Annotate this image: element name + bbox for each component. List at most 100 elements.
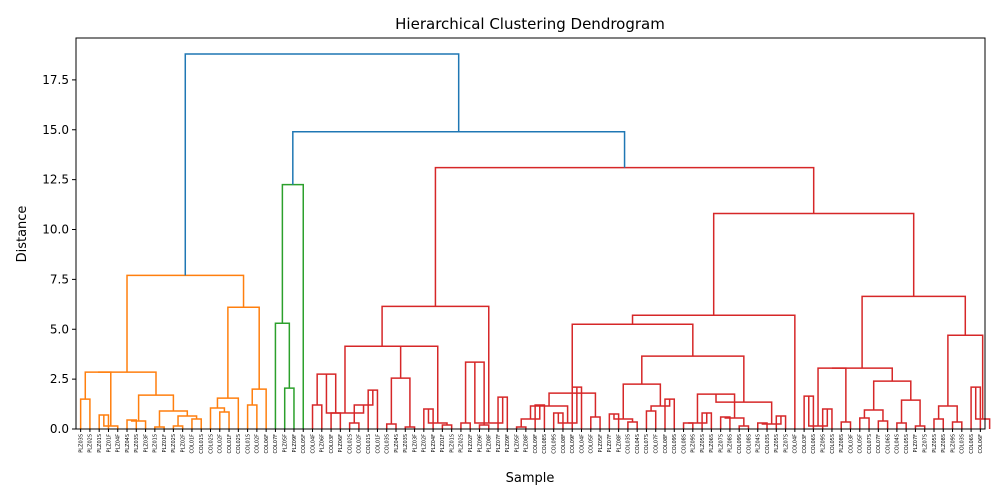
- dendrogram-link: [292, 131, 626, 185]
- dendrogram-link: [715, 394, 773, 425]
- leaf-label: PLZ09S: [950, 434, 956, 453]
- leaf-labels: PLZ03S PLZ02S PLZ01S PLZ01F PLZ04F PLZ04S PLZ0…: [78, 429, 984, 454]
- dendrogram-link: [761, 416, 782, 425]
- leaf-label: PLZ07S: [783, 434, 789, 453]
- leaf-label: PLZ05F: [598, 434, 604, 453]
- dendrogram-link: [947, 334, 984, 420]
- leaf-label: COL06F: [978, 434, 984, 454]
- dendrogram-link: [859, 417, 870, 429]
- dendrogram-link: [79, 398, 91, 429]
- leaf-label: PLZ02S: [459, 434, 465, 453]
- leaf-label: COL09S: [672, 434, 678, 454]
- leaf-label: COL07F: [654, 434, 660, 454]
- leaf-label: PLZ01S: [153, 434, 159, 453]
- dendrogram-link: [281, 183, 304, 429]
- dendrogram-link: [216, 397, 240, 429]
- leaf-label: COL07S: [867, 434, 873, 454]
- dendrogram-link: [460, 422, 471, 429]
- dendrogram-link: [719, 416, 731, 429]
- leaf-label: COL08S: [746, 434, 752, 454]
- leaf-label: COL08F: [663, 434, 669, 454]
- dendrogram-link: [682, 422, 694, 429]
- leaf-label: PLZ07F: [913, 434, 919, 453]
- leaf-label: COL07F: [273, 434, 279, 454]
- dendrogram-link: [316, 373, 337, 414]
- dendrogram-link: [803, 395, 815, 429]
- leaf-label: COL02S: [236, 434, 242, 454]
- dendrogram-link: [177, 415, 198, 427]
- dendrogram-link: [974, 387, 991, 429]
- dendrogram-link: [896, 422, 907, 429]
- leaf-label: COL07S: [644, 434, 650, 454]
- y-axis-label: Distance: [15, 206, 30, 263]
- leaf-label: PLZ01S: [97, 434, 103, 453]
- dendrogram-link: [325, 374, 365, 414]
- dendrogram-link: [627, 421, 638, 429]
- leaf-label: PLZ09F: [505, 434, 511, 453]
- leaf-label: COL09F: [533, 434, 539, 454]
- leaf-label: PLZ01F: [162, 434, 168, 453]
- leaf-label: COL06S: [885, 434, 891, 454]
- dendrogram-link: [246, 404, 258, 429]
- leaf-label: COL05F: [858, 434, 864, 454]
- dendrogram-link: [937, 405, 958, 423]
- dendrogram-link: [311, 404, 323, 429]
- dendrogram-link: [608, 413, 620, 429]
- leaf-label: PLZ05S: [932, 434, 938, 453]
- dendrogram-link: [84, 371, 112, 427]
- dendrogram-link: [738, 425, 750, 429]
- leaf-label: COL05S: [904, 434, 910, 454]
- leaf-label: COL04F: [793, 434, 799, 454]
- dendrogram-link: [529, 405, 569, 424]
- dendrogram-link: [98, 371, 157, 396]
- leaf-label: PLZ05F: [282, 434, 288, 453]
- leaf-label: PLZ02S: [171, 434, 177, 453]
- dendrogram-link: [650, 399, 671, 412]
- dendrogram-link: [872, 380, 912, 411]
- y-tick-label: 0.0: [50, 422, 69, 436]
- leaf-label: COL03S: [960, 434, 966, 454]
- leaf-label: PLZ02F: [468, 434, 474, 453]
- dendrogram-link: [571, 386, 583, 429]
- dendrogram-links: [79, 53, 991, 429]
- leaf-label: COL09F: [570, 434, 576, 454]
- dendrogram-link: [712, 212, 915, 316]
- dendrogram-link: [385, 423, 397, 429]
- leaf-label: PLZ07S: [718, 434, 724, 453]
- leaf-label: COL02F: [357, 434, 363, 454]
- leaf-label: PLZ09S: [820, 434, 826, 453]
- dendrogram-link: [645, 410, 657, 429]
- leaf-label: PLZ03S: [134, 434, 140, 453]
- leaf-label: COL08S: [542, 434, 548, 454]
- leaf-label: COL01F: [375, 434, 381, 454]
- leaf-label: PLZ01F: [106, 434, 112, 453]
- dendrogram-link: [877, 420, 889, 429]
- leaf-label: COL04F: [579, 434, 585, 454]
- y-tick-label: 12.5: [42, 173, 69, 187]
- leaf-label: PLZ01S: [449, 434, 455, 453]
- leaf-label: PLZ02F: [422, 434, 428, 453]
- dendrogram-link: [757, 422, 768, 429]
- leaf-label: PLZ02S: [88, 434, 94, 453]
- leaf-label: COL05S: [830, 434, 836, 454]
- leaf-label: COL07F: [876, 434, 882, 454]
- y-tick-label: 7.5: [50, 272, 69, 286]
- dendrogram-link: [571, 323, 694, 394]
- leaf-label: PLZ04S: [125, 434, 131, 453]
- leaf-label: COL03F: [802, 434, 808, 454]
- dendrogram-link: [274, 322, 291, 429]
- leaf-label: COL02S: [347, 434, 353, 454]
- leaf-label: COL06S: [811, 434, 817, 454]
- dendrogram-link: [130, 420, 147, 429]
- leaf-label: COL04F: [310, 434, 316, 454]
- leaf-label: COL03S: [626, 434, 632, 454]
- leaf-label: COL05F: [589, 434, 595, 454]
- leaf-label: PLZ06F: [338, 434, 344, 453]
- dendrogram-link: [696, 393, 736, 424]
- leaf-label: PLZ08F: [616, 434, 622, 453]
- leaf-label: PLZ09F: [477, 434, 483, 453]
- y-tick-label: 17.5: [42, 73, 69, 87]
- dendrogram-link: [103, 415, 119, 429]
- dendrogram-link: [622, 383, 662, 420]
- leaf-label: PLZ08S: [941, 434, 947, 453]
